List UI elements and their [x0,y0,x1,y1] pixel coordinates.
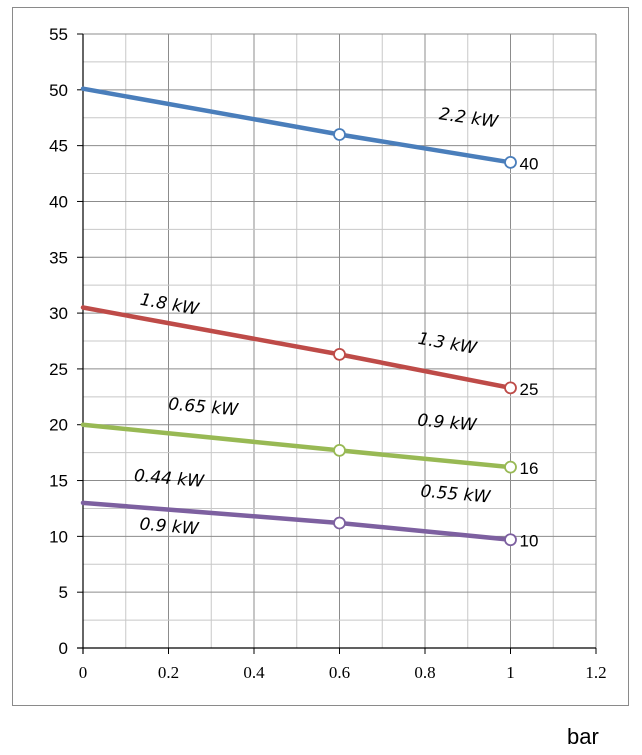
series-end-label: 10 [520,532,539,551]
y-tick-label: 10 [49,527,68,546]
power-annotation: 0.65 kW [167,394,240,420]
tick-labels: 0 5 10 15 20 25 30 35 40 45 50 55 0 0.2 0.4 0.6 0.8 1 1.2 [49,25,607,682]
power-annotation: 0.55 kW [420,482,493,508]
series-end-label: 40 [520,154,539,173]
y-tick-label: 50 [49,81,68,100]
power-annotation: 1.3 kW [416,329,479,359]
x-tick-label: 1 [506,663,515,682]
data-point-marker [333,444,346,457]
y-tick-label: 5 [59,583,68,602]
data-point-marker [333,128,346,141]
power-annotation: 1.8 kW [139,290,202,320]
x-tick-label: 0.4 [243,663,265,682]
y-tick-label: 55 [49,25,68,44]
power-annotation: 2.2 kW [438,104,500,132]
x-tick-label: 0.6 [329,663,350,682]
x-tick-label: 0 [79,663,88,682]
y-tick-label: 35 [49,248,68,267]
data-point-marker [333,516,346,530]
data-point-marker [504,460,517,474]
y-tick-label: 0 [59,639,68,658]
x-tick-label: 1.2 [585,663,606,682]
power-annotation: 0.44 kW [133,466,206,492]
series-end-label: 16 [520,459,539,478]
y-tick-label: 20 [49,416,68,435]
x-tick-label: 0.8 [414,663,435,682]
data-point-marker [504,533,517,547]
x-axis-label: bar [567,724,599,749]
power-annotation: 0.9 kW [417,411,479,436]
grid [83,33,597,648]
y-tick-label: 30 [49,304,68,323]
series-end-label: 25 [520,380,539,399]
data-point-marker [504,381,517,395]
chart-frame [12,7,629,706]
series-lines: 40 25 16 10 [80,86,539,551]
data-point-marker [333,347,346,361]
y-tick-label: 40 [49,192,68,211]
power-annotation: 0.9 kW [139,514,201,539]
data-point-marker [504,155,517,169]
axes [77,33,597,654]
annotations: 2.2 kW 1.8 kW 1.3 kW 0.65 kW 0.9 kW 0.44 kW 0.… [133,104,500,539]
x-tick-label: 0.2 [158,663,179,682]
y-tick-label: 25 [49,360,68,379]
y-tick-label: 15 [49,472,68,491]
y-tick-label: 45 [49,137,68,156]
